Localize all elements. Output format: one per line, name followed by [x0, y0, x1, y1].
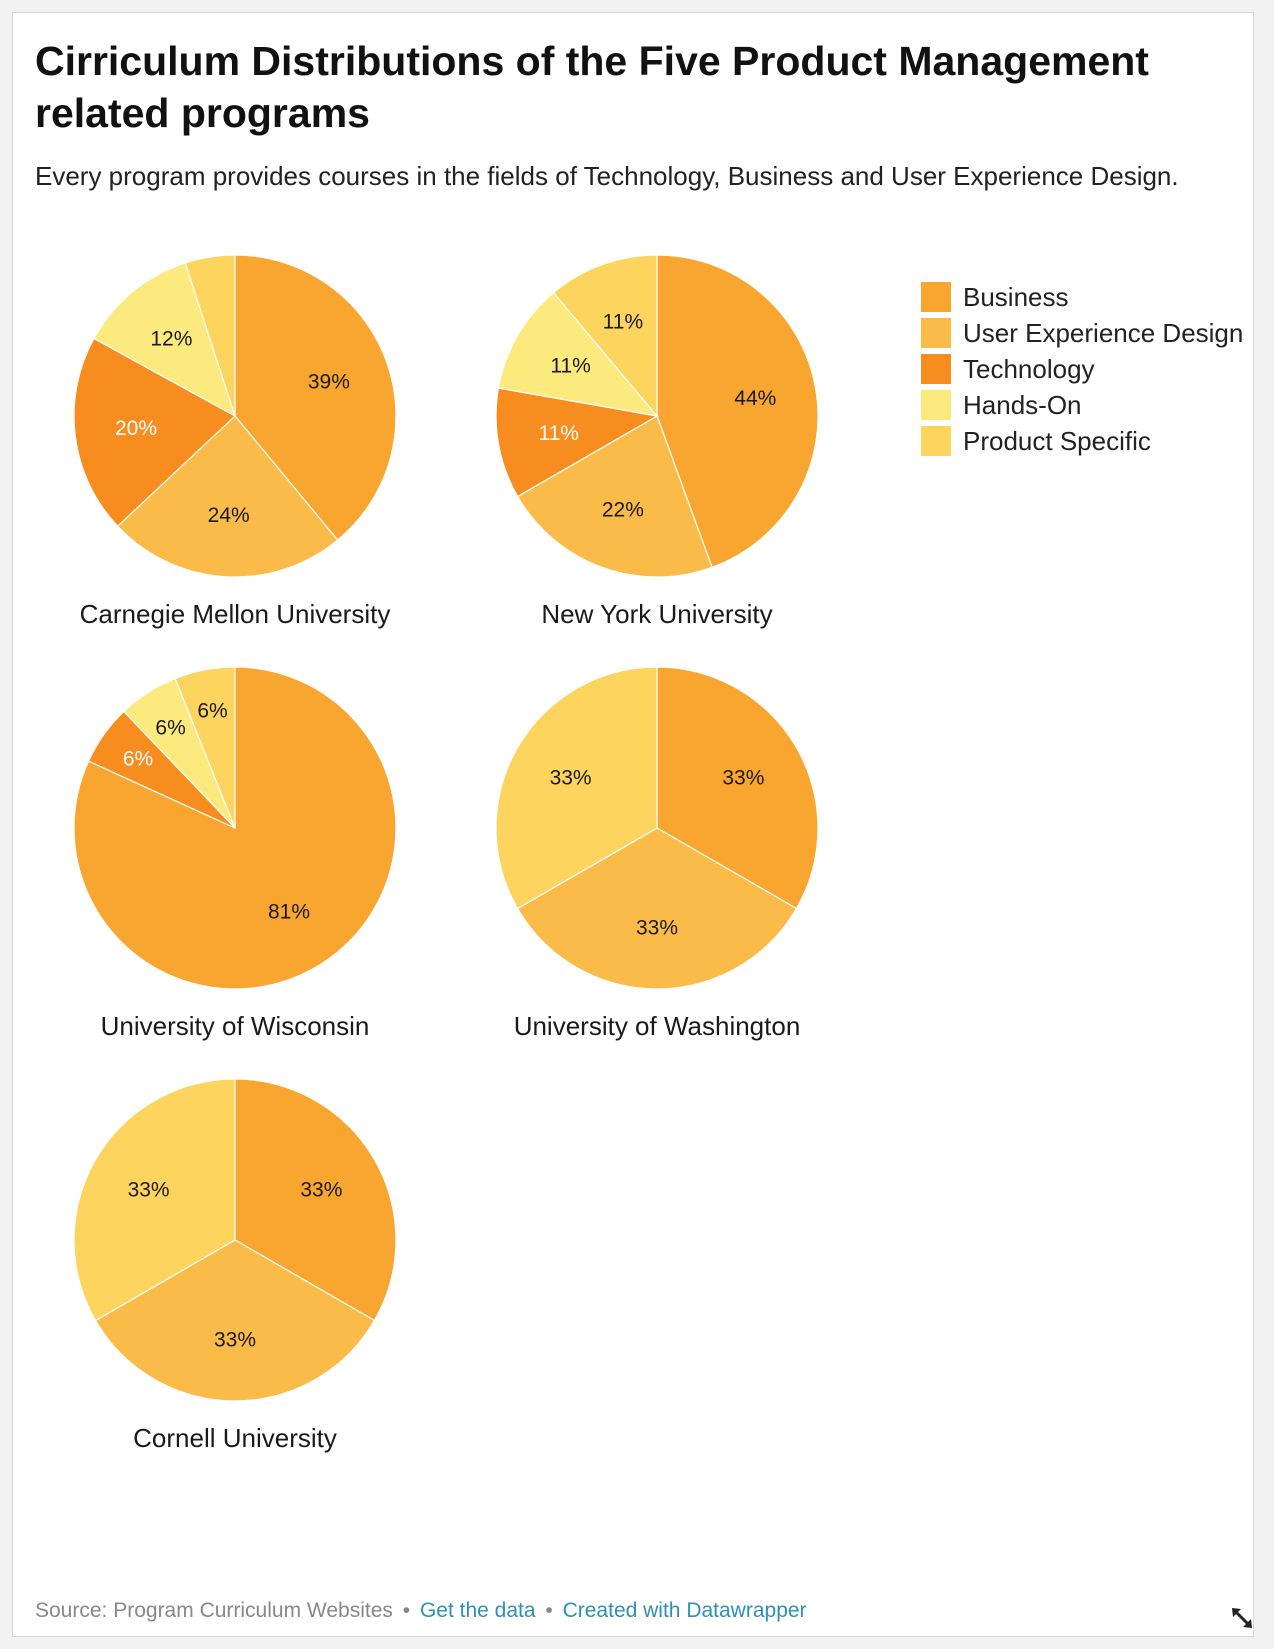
pie-slice-user-experience-design	[116, 415, 339, 578]
pie-slice-label: 33%	[636, 916, 678, 939]
pie-charts: 39% 24% 20% 12% Carnegie Mellon University 44…	[73, 254, 819, 1453]
pie-slice-label: 6%	[197, 700, 227, 723]
pie-slice-product-specific	[184, 254, 236, 417]
pie-slice-label: 6%	[155, 716, 185, 739]
legend-swatch-technology	[921, 354, 951, 384]
pie-title: New York University	[541, 599, 772, 629]
pie-slice-label: 11%	[603, 311, 643, 334]
footer-separator: •	[545, 1599, 553, 1622]
pie-slice-user-experience-design	[516, 415, 713, 578]
chart-subtitle: Every program provides courses in the fi…	[35, 161, 1179, 191]
pie-slice-label: 24%	[208, 504, 250, 527]
pie-slice-product-specific	[174, 666, 236, 829]
legend-swatch-business	[921, 282, 951, 312]
pie-new-york-university: 44% 22% 11% 11% 11% New York University	[495, 254, 819, 629]
pie-slice-product-specific	[552, 254, 658, 418]
legend-swatch-user-experience-design	[921, 318, 951, 348]
pie-slice-business	[234, 1078, 397, 1322]
pie-slice-label: 20%	[115, 417, 157, 440]
pie-slice-label: 33%	[300, 1179, 342, 1202]
pie-title: Cornell University	[133, 1423, 337, 1453]
legend-swatch-hands-on	[921, 390, 951, 420]
pie-slice-label: 11%	[538, 422, 578, 445]
pie-slice-label: 12%	[150, 328, 192, 351]
pie-slice-label: 44%	[734, 387, 776, 410]
chart-frame: Cirriculum Distributions of the Five Pro…	[12, 12, 1254, 1637]
legend-item-business: Business	[921, 279, 1243, 315]
pie-slice-technology	[495, 387, 659, 498]
legend-swatch-product-specific	[921, 426, 951, 456]
footer: Source: Program Curriculum Websites • Ge…	[35, 1599, 807, 1623]
pie-slice-product-specific	[495, 666, 658, 910]
chart-title: Cirriculum Distributions of the Five Pro…	[35, 38, 1149, 136]
pie-carnegie-mellon-university: 39% 24% 20% 12% Carnegie Mellon University	[73, 254, 397, 629]
pie-slice-label: 6%	[123, 747, 153, 770]
pie-slice-business	[656, 666, 819, 910]
pie-cornell-university: 33% 33% 33% Cornell University	[73, 1078, 397, 1453]
pie-slice-label: 33%	[550, 767, 592, 790]
pie-slice-technology	[73, 337, 237, 528]
footer-source: Source: Program Curriculum Websites	[35, 1599, 393, 1622]
legend-label-business: Business	[963, 281, 1069, 312]
pie-slice-business	[234, 254, 397, 541]
pie-slice-user-experience-design	[516, 827, 798, 990]
pie-title: University of Washington	[514, 1011, 801, 1041]
legend-item-technology: Technology	[921, 351, 1243, 387]
pie-slice-hands-on	[497, 291, 659, 417]
legend-label-user-experience-design: User Experience Design	[963, 317, 1244, 348]
created-with-datawrapper-link[interactable]: Created with Datawrapper	[562, 1599, 807, 1622]
pie-university-of-washington: 33% 33% 33% University of Washington	[495, 666, 819, 1041]
get-the-data-link[interactable]: Get the data	[419, 1599, 536, 1622]
pie-slice-product-specific	[73, 1078, 236, 1322]
pie-slice-label: 22%	[602, 498, 644, 521]
pie-university-of-wisconsin: 81%6%6%6%University of Wisconsin	[73, 666, 397, 1041]
pie-title: University of Wisconsin	[101, 1011, 370, 1041]
pie-slice-label: 81%	[268, 901, 310, 924]
legend-label-hands-on: Hands-On	[963, 389, 1082, 420]
legend-label-product-specific: Product Specific	[963, 425, 1151, 456]
legend-item-hands-on: Hands-On	[921, 387, 1243, 423]
pie-slice-label: 11%	[550, 355, 590, 378]
legend-item-user-experience-design: User Experience Design	[921, 315, 1243, 351]
pie-slice-hands-on	[93, 262, 237, 418]
legend-item-product-specific: Product Specific	[921, 423, 1243, 459]
resize-icon[interactable]	[1229, 1605, 1255, 1631]
legend-label-technology: Technology	[963, 353, 1095, 384]
footer-separator: •	[402, 1599, 411, 1622]
pie-slice-label: 33%	[214, 1328, 256, 1351]
pie-title: Carnegie Mellon University	[80, 599, 391, 629]
legend: Business User Experience Design Technolo…	[921, 279, 1243, 459]
pie-slice-label: 33%	[128, 1179, 170, 1202]
pie-slice-label: 39%	[308, 371, 350, 394]
pie-slice-label: 33%	[722, 767, 764, 790]
pie-slice-business	[656, 254, 819, 569]
